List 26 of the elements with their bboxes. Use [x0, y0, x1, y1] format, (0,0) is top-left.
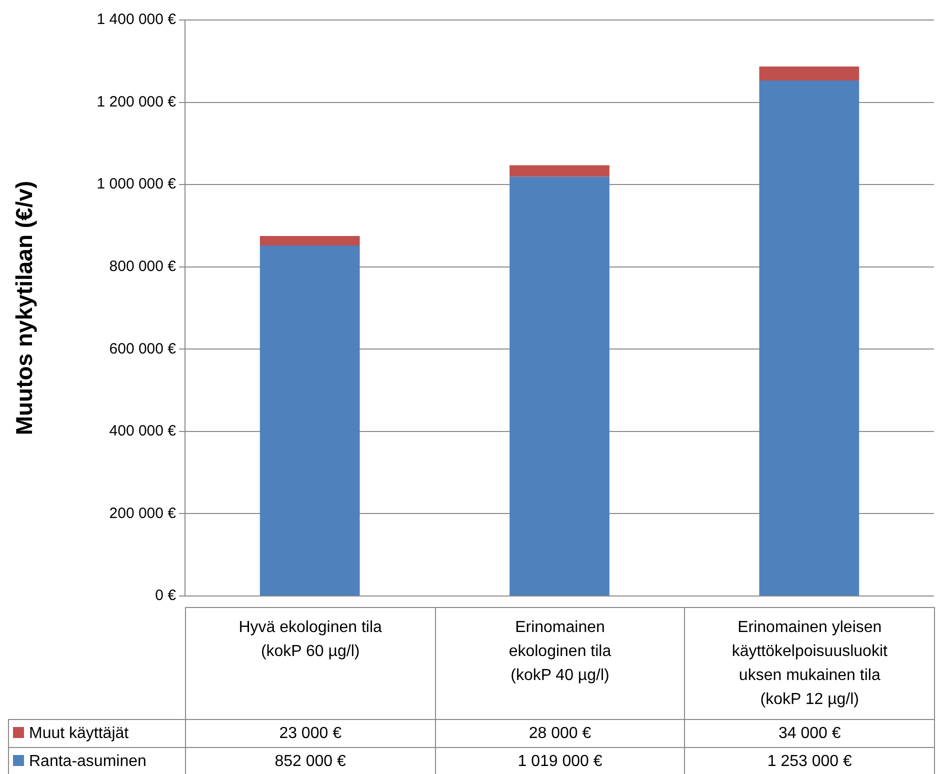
y-tick-label: 1 000 000 €	[96, 176, 177, 193]
legend-label: Muut käyttäjät	[29, 724, 129, 742]
bar	[260, 245, 360, 596]
data-label: 23 000 €	[186, 720, 436, 748]
y-tick-label: 0 €	[155, 587, 177, 604]
data-label: 1 019 000 €	[435, 748, 685, 774]
y-tick-label: 1 400 000 €	[96, 11, 177, 28]
data-label: 34 000 €	[684, 720, 934, 748]
y-tick-label: 200 000 €	[109, 504, 177, 522]
data-label: 1 253 000 €	[684, 748, 934, 774]
y-tick-label: 800 000 €	[109, 258, 177, 275]
x-tick-label: Hyvä ekologinen tila (kokP 60 µg/l)	[186, 608, 436, 720]
y-axis-title: Muutos nykytilaan (€/v)	[11, 180, 38, 436]
data-label: 28 000 €	[435, 720, 685, 748]
y-tick-label: 600 000 €	[109, 340, 177, 358]
x-tick-label: Erinomainen ekologinen tila (kokP 40 µg/l)	[435, 608, 685, 720]
legend-label: Ranta-asuminen	[29, 752, 146, 770]
bar	[260, 236, 360, 246]
y-tick-label: 1 200 000 €	[96, 93, 177, 110]
bar	[759, 66, 860, 80]
bar	[759, 80, 860, 596]
data-label: 852 000 €	[186, 748, 436, 774]
y-tick-label: 400 000 €	[109, 422, 177, 440]
x-tick-label: Erinomainen yleisen käyttökelpoisuusluokit uksen mukainen tila (kokP 12 µg/l)	[684, 608, 934, 720]
bar	[510, 176, 610, 596]
bar	[510, 165, 610, 177]
